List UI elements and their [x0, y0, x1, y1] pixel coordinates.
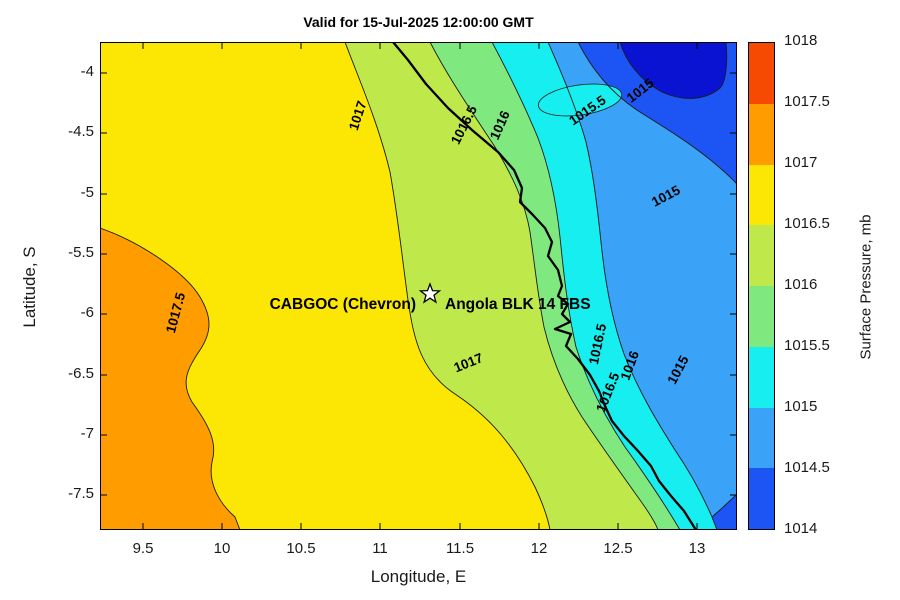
x-axis-ticks [142, 42, 698, 530]
x-tick-label: 11 [372, 540, 388, 557]
band-1017-1017p5-west [100, 228, 240, 530]
station-star-icon [418, 282, 442, 304]
y-tick-label: -7 [80, 425, 94, 442]
colorbar-segment [749, 286, 774, 347]
band-1014p5-1015 [548, 42, 737, 530]
colorbar-axis-label: Surface Pressure, mb [857, 214, 875, 360]
y-tick-label: -4.5 [68, 123, 94, 140]
x-tick-label: 9.5 [132, 540, 154, 557]
y-tick-label: -4 [80, 63, 94, 80]
x-tick-label: 12.5 [603, 540, 633, 557]
colorbar-segment [749, 103, 774, 165]
map-plot-area: 1017 1016.5 1016 1015.5 1015 1015 1017.5… [100, 42, 737, 530]
pressure-map-svg: 1017 1016.5 1016 1015.5 1015 1015 1017.5… [100, 42, 737, 530]
cyan-patch-north [537, 83, 623, 117]
colorbar-segment [749, 468, 774, 529]
contour-line-1017 [344, 42, 551, 530]
plot-border [100, 42, 737, 530]
y-tick-label: -6 [80, 304, 94, 321]
y-axis-ticks [100, 72, 737, 496]
station-label-left: CABGOC (Chevron) [270, 296, 416, 313]
colorbar-segment [749, 346, 774, 408]
colorbar-tick-label: 1017 [784, 154, 818, 171]
colorbar-tick-label: 1014.5 [784, 459, 830, 476]
colorbar-tick-label: 1015 [784, 398, 818, 415]
coastline [392, 42, 697, 530]
x-tick-label: 12 [530, 540, 548, 557]
colorbar-tick-label: 1018 [784, 32, 818, 49]
contour-line-1015 [577, 42, 737, 185]
colorbar-segment [749, 407, 774, 469]
contour-line-1015p5 [547, 42, 718, 530]
colorbar-tick-label: 1016.5 [784, 215, 830, 232]
y-tick-label: -5.5 [68, 244, 94, 261]
y-tick-label: -5 [80, 184, 94, 201]
x-tick-label: 11.5 [445, 540, 475, 557]
contour-line-1017p5 [100, 227, 241, 530]
y-tick-label: -7.5 [68, 485, 94, 502]
band-1014-1014p5-southeast [712, 494, 737, 530]
x-tick-label: 13 [688, 540, 706, 557]
colorbar-tick-label: 1015.5 [784, 337, 830, 354]
contour-line-1014p5 [619, 42, 728, 99]
y-axis-label: Latitude, S [20, 246, 39, 328]
colorbar-tick-label: 1017.5 [784, 93, 830, 110]
contour-line-1016p5 [429, 42, 659, 530]
station-label-right: Angola BLK 14 FBS [445, 296, 591, 313]
x-tick-label: 10 [213, 540, 231, 557]
contour-line-1015-corner [711, 493, 737, 518]
colorbar-segment [749, 225, 774, 286]
y-tick-label: -6.5 [68, 365, 94, 382]
contour-line-1016 [491, 42, 681, 530]
chart-title: Valid for 15-Jul-2025 12:00:00 GMT [303, 14, 534, 30]
colorbar [748, 42, 775, 530]
x-tick-label: 10.5 [286, 540, 316, 557]
contour-lines [100, 42, 737, 530]
colorbar-segment [749, 43, 774, 104]
colorbar-tick-label: 1014 [784, 520, 818, 537]
colorbar-tick-label: 1016 [784, 276, 818, 293]
x-axis-label: Longitude, E [370, 567, 467, 586]
colorbar-segment [749, 164, 774, 226]
band-low-core-northeast [620, 42, 727, 99]
